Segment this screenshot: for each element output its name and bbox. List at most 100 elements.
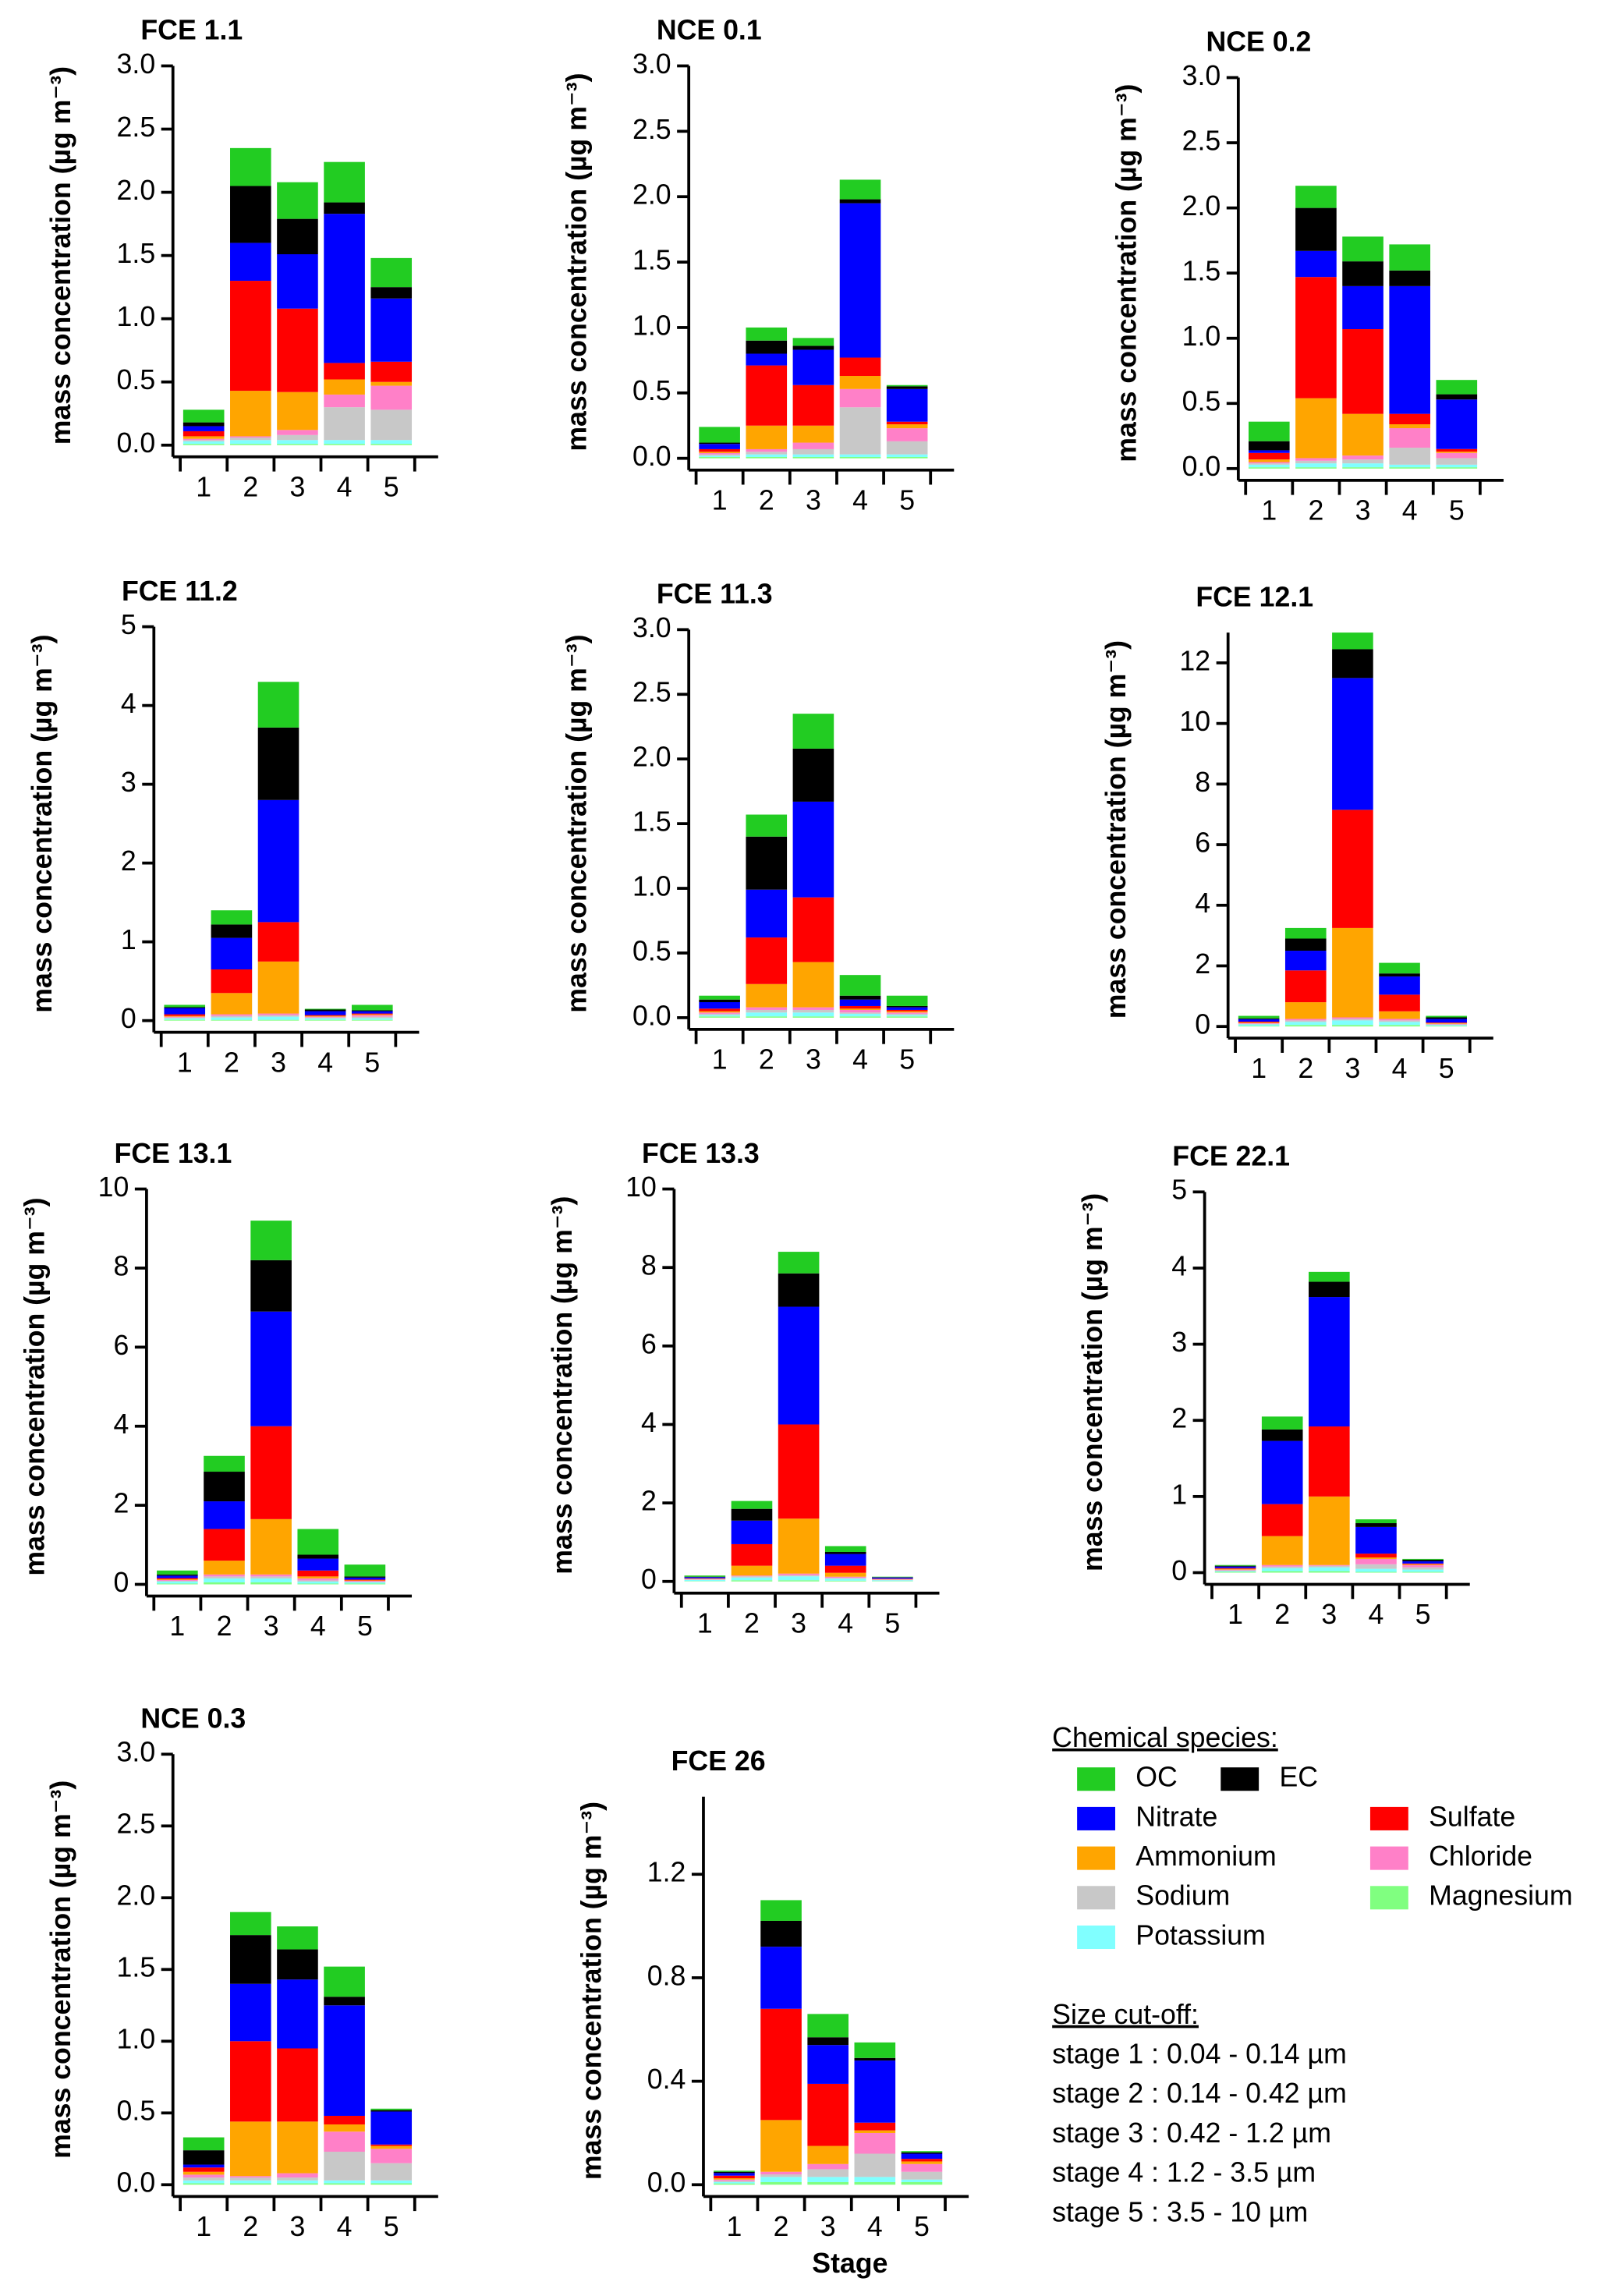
bar-segment [157, 1580, 198, 1582]
bar-segment [699, 452, 740, 455]
bar-segment [854, 2042, 896, 2058]
bar-segment [807, 2037, 849, 2046]
x-tick-label: 1 [726, 2211, 742, 2242]
bar-segment [257, 961, 299, 1014]
bar-segment [204, 1472, 245, 1502]
bar-segment [250, 1518, 292, 1575]
x-tick-label: 3 [1321, 1599, 1337, 1630]
y-axis-label: mass concentration (µg m⁻³) [45, 66, 76, 445]
x-tick-label: 5 [899, 484, 915, 516]
size-cutoff-line: stage 4 : 1.2 - 3.5 µm [1052, 2157, 1316, 2188]
bar-segment [792, 1009, 834, 1013]
bar-segment [824, 1572, 866, 1577]
y-tick-label: 1 [1171, 1479, 1187, 1510]
bar-segment [1402, 1571, 1444, 1573]
bar-segment [257, 727, 299, 800]
bar-segment [230, 186, 271, 243]
bar-segment [731, 1580, 773, 1582]
bar-segment [839, 203, 881, 358]
bar-segment [1379, 962, 1420, 974]
bar-segment [854, 2130, 896, 2133]
y-axis-label: mass concentration (µg m⁻³) [19, 1197, 50, 1575]
bar-segment [792, 748, 834, 802]
bar-segment [901, 2163, 943, 2172]
bar-segment [1309, 1281, 1350, 1298]
bar-segment [297, 1583, 339, 1585]
bar-segment [370, 287, 413, 299]
bar-segment [1295, 398, 1337, 459]
bar-segment [204, 1578, 245, 1582]
bar-segment [304, 1015, 346, 1017]
x-tick-label: 3 [290, 472, 306, 503]
legend-label: Chloride [1429, 1841, 1532, 1872]
bar-segment [1342, 329, 1383, 414]
x-tick-label: 4 [337, 2211, 353, 2242]
x-tick-label: 1 [169, 1610, 185, 1642]
bar-segment [304, 1008, 346, 1010]
bar-segment [182, 2174, 225, 2178]
chart-title: FCE 13.3 [642, 1138, 760, 1169]
bar-segment [901, 2152, 943, 2154]
y-tick-label: 2.5 [117, 112, 156, 143]
x-tick-label: 5 [384, 2211, 399, 2242]
bar-segment [901, 2179, 943, 2182]
bar-segment [182, 409, 225, 423]
x-tick-label: 1 [712, 484, 728, 516]
bar-segment [157, 1579, 198, 1581]
bar-segment [370, 444, 413, 445]
legend-label: Sodium [1135, 1880, 1230, 1912]
bar-segment [370, 2111, 413, 2145]
x-tick-label: 2 [1274, 1599, 1290, 1630]
x-tick-label: 3 [271, 1047, 286, 1078]
x-tick-label: 1 [712, 1044, 728, 1075]
x-tick-label: 5 [914, 2211, 930, 2242]
bar-segment [277, 1979, 318, 2049]
bar-segment [1402, 1567, 1444, 1570]
bar-segment [324, 2180, 365, 2184]
x-tick-label: 4 [852, 1044, 868, 1075]
bar-segment [760, 1900, 802, 1921]
bar-segment [324, 394, 365, 408]
bar-segment [277, 2173, 318, 2178]
x-tick-label: 3 [290, 2211, 306, 2242]
bar-segment [778, 1518, 820, 1574]
bar-segment [230, 2121, 271, 2177]
bar-segment [778, 1252, 820, 1274]
bar-segment [684, 1578, 726, 1579]
y-tick-label: 0 [1171, 1555, 1187, 1586]
bar-segment [746, 1009, 788, 1013]
bar-segment [746, 937, 788, 984]
x-tick-label: 5 [357, 1610, 373, 1642]
x-tick-label: 4 [310, 1610, 326, 1642]
bar-segment [760, 2171, 802, 2175]
chart-title: FCE 13.1 [115, 1138, 232, 1169]
y-tick-label: 1.0 [117, 301, 156, 332]
bar-segment [839, 199, 881, 204]
y-tick-label: 8 [641, 1250, 657, 1281]
bar-segment [1379, 1025, 1420, 1027]
bar-segment [1379, 994, 1420, 1012]
bar-segment [699, 1008, 740, 1012]
bar-segment [230, 444, 271, 445]
y-tick-label: 0 [121, 1003, 136, 1034]
bar-segment [714, 2181, 755, 2182]
bar-segment [370, 298, 413, 362]
bar-segment [250, 1582, 292, 1585]
bar-segment [304, 1011, 346, 1015]
bar-segment [1355, 1571, 1397, 1573]
y-axis-label: mass concentration (µg m⁻³) [562, 635, 593, 1013]
bar-segment [257, 1015, 299, 1017]
bar-segment [1248, 452, 1290, 460]
bar-segment [164, 1004, 206, 1008]
y-tick-label: 8 [1195, 767, 1210, 798]
y-axis-label: mass concentration (µg m⁻³) [27, 635, 58, 1013]
bar-segment [157, 1581, 198, 1584]
y-tick-label: 2.0 [632, 742, 671, 773]
bar-segment [324, 407, 365, 441]
bar-segment [1248, 441, 1290, 451]
y-tick-label: 1.0 [1182, 321, 1221, 352]
bar-segment [792, 1012, 834, 1017]
bar-segment [182, 2171, 225, 2175]
bar-segment [839, 357, 881, 377]
